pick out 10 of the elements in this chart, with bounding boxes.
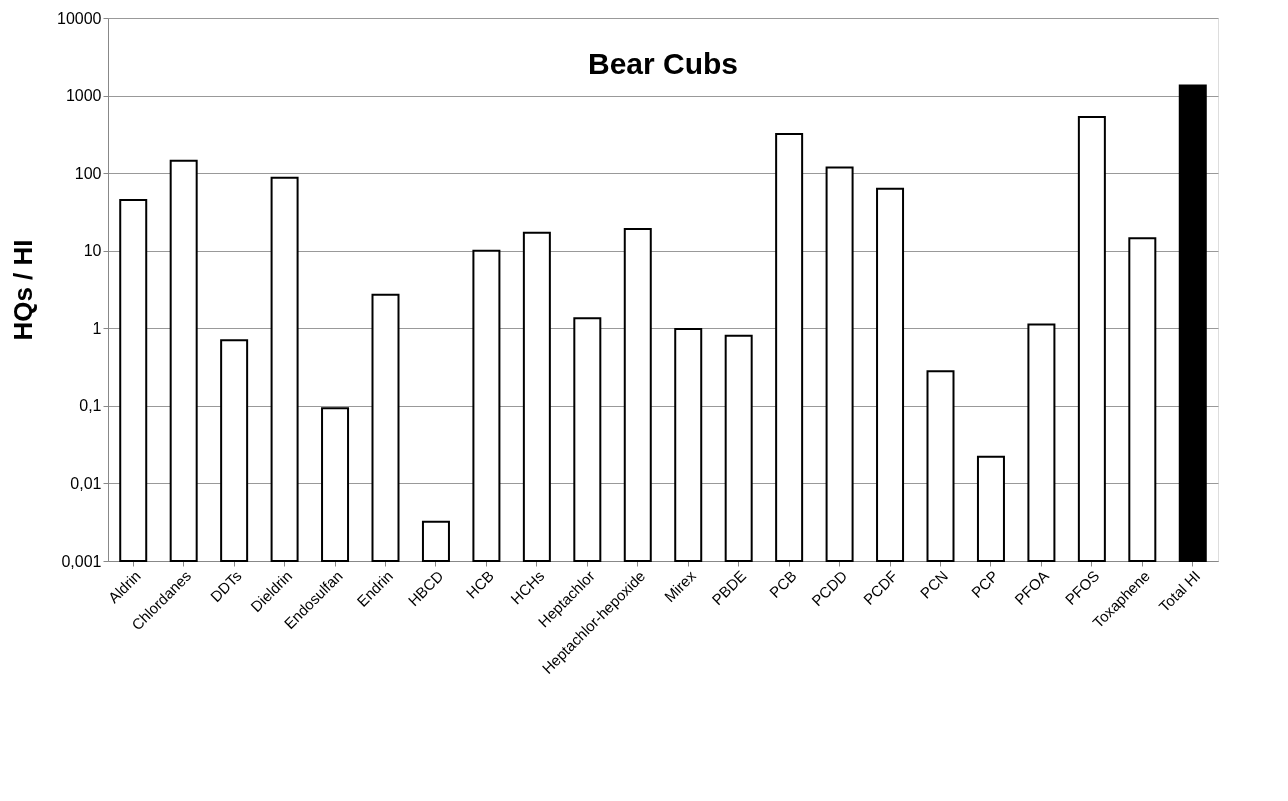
y-tick-label: 1000 — [65, 87, 102, 105]
y-tick-label: 100 — [74, 164, 102, 182]
y-axis-title: HQs / HI — [8, 239, 39, 341]
y-tick-label: 0,1 — [79, 397, 102, 415]
y-tick-label: 10000 — [57, 9, 102, 27]
text: Bear Cubs — [587, 47, 739, 80]
y-tick-label: 1 — [92, 319, 102, 337]
y-tick-label: 10 — [83, 242, 102, 260]
y-tick-label: 0,001 — [61, 552, 102, 570]
y-tick-label: 0,01 — [70, 474, 102, 492]
